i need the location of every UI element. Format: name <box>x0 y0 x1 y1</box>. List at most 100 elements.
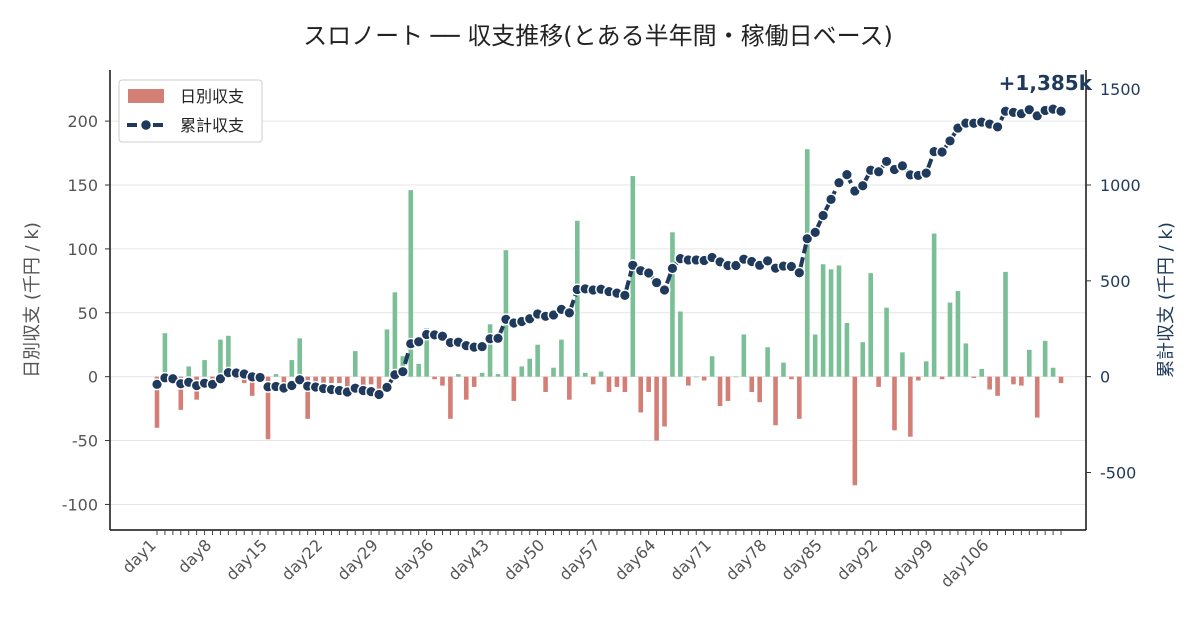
daily-bar <box>598 371 604 377</box>
cumulative-point <box>944 134 957 147</box>
daily-bar <box>329 376 334 384</box>
daily-bar <box>321 376 326 387</box>
cumulative-point <box>809 226 822 239</box>
daily-bar <box>995 376 1000 396</box>
x-tick-label: day8 <box>174 535 215 576</box>
daily-bar <box>693 376 699 378</box>
daily-bar <box>804 149 810 377</box>
legend-line-marker <box>139 118 153 132</box>
cumulative-point <box>832 176 845 189</box>
daily-bar <box>757 376 762 403</box>
daily-bar <box>574 220 580 377</box>
x-tick-label: day78 <box>722 535 771 584</box>
daily-bar <box>463 376 469 400</box>
daily-bar <box>582 372 588 377</box>
daily-bar <box>717 376 723 407</box>
daily-bar <box>273 374 279 377</box>
daily-bar <box>384 329 390 377</box>
cumulative-point <box>293 373 306 386</box>
right-tick-label: 1500 <box>1100 80 1141 99</box>
daily-bar <box>471 376 477 387</box>
cumulative-point <box>872 165 885 178</box>
daily-bar <box>812 334 818 377</box>
chart-title: スロノート ── 収支推移(とある半年間・稼働日ベース) <box>303 22 893 50</box>
daily-bar <box>931 233 937 377</box>
cumulative-point <box>150 378 163 391</box>
cumulative-point <box>618 289 631 302</box>
cumulative-point <box>920 167 933 180</box>
x-tick-label: day36 <box>389 535 438 584</box>
legend: 日別収支 累計収支 <box>118 79 263 143</box>
daily-bar <box>178 376 184 410</box>
daily-bar <box>741 334 747 377</box>
right-tick-label: 0 <box>1100 368 1110 387</box>
daily-bar <box>765 347 770 377</box>
daily-bar <box>828 269 834 377</box>
daily-bar <box>352 351 358 377</box>
cumulative-point <box>214 372 227 385</box>
x-tick-label: day22 <box>278 535 327 584</box>
x-tick-label: day64 <box>611 535 660 584</box>
daily-bar <box>559 339 564 377</box>
cumulative-point <box>936 146 949 159</box>
cumulative-point <box>817 209 830 222</box>
daily-bar <box>511 376 517 401</box>
daily-bar <box>226 335 231 377</box>
daily-bar <box>281 376 287 387</box>
x-tick-label: day29 <box>333 535 382 584</box>
cumulative-point <box>206 378 219 391</box>
daily-bar <box>297 338 303 377</box>
daily-bar <box>915 376 921 381</box>
daily-bar <box>1050 367 1056 377</box>
daily-bar <box>884 307 889 377</box>
daily-bar <box>416 363 421 377</box>
daily-bar <box>686 376 691 386</box>
cumulative-point <box>880 155 893 168</box>
right-axis-label: 累計収支 (千円 / k) <box>1156 222 1177 378</box>
cumulative-point <box>896 159 909 172</box>
daily-bar <box>797 376 802 419</box>
cumulative-point <box>658 284 671 297</box>
left-tick-label: 200 <box>67 112 98 131</box>
cumulative-point <box>642 266 655 279</box>
cumulative-point <box>729 259 742 272</box>
daily-bar <box>868 273 873 377</box>
daily-bar <box>955 291 961 377</box>
daily-bar <box>1058 376 1064 384</box>
cumulative-point <box>396 365 409 378</box>
daily-bar <box>670 232 675 377</box>
x-axis-ticks: day1 day8 day15 day22 day29 day36 day43 day50 da… <box>118 530 1062 591</box>
daily-bar <box>630 176 636 377</box>
daily-bar <box>908 376 913 437</box>
left-axis-ticks: -100 -50 0 50 100 150 200 <box>62 112 110 514</box>
cumulative-point <box>991 120 1004 133</box>
left-tick-label: 50 <box>78 304 98 323</box>
daily-bar <box>939 376 945 380</box>
x-tick-label: day92 <box>833 535 882 584</box>
x-tick-label: day99 <box>888 535 937 584</box>
cumulative-point <box>785 260 798 273</box>
daily-bar <box>487 324 493 377</box>
cumulative-point <box>476 340 489 353</box>
cumulative-point <box>373 388 386 401</box>
cumulative-point <box>801 232 814 245</box>
daily-bar <box>1019 376 1024 386</box>
daily-bar <box>456 374 461 377</box>
x-tick-label: day1 <box>118 535 159 576</box>
daily-bar <box>733 376 739 378</box>
cumulative-point <box>285 379 298 392</box>
daily-bar <box>265 376 271 440</box>
daily-bars <box>154 149 1064 486</box>
daily-bar <box>448 376 453 419</box>
daily-bar <box>289 360 295 377</box>
cumulative-point <box>1055 105 1068 118</box>
daily-bar <box>678 311 683 377</box>
daily-bar <box>567 376 572 400</box>
x-tick-label: day71 <box>666 535 715 584</box>
right-axis-ticks: -500 0 500 1000 1500 <box>1086 80 1141 483</box>
daily-bar <box>551 367 556 377</box>
cumulative-point <box>412 335 425 348</box>
gridlines <box>110 120 1086 505</box>
daily-bar <box>313 376 318 384</box>
